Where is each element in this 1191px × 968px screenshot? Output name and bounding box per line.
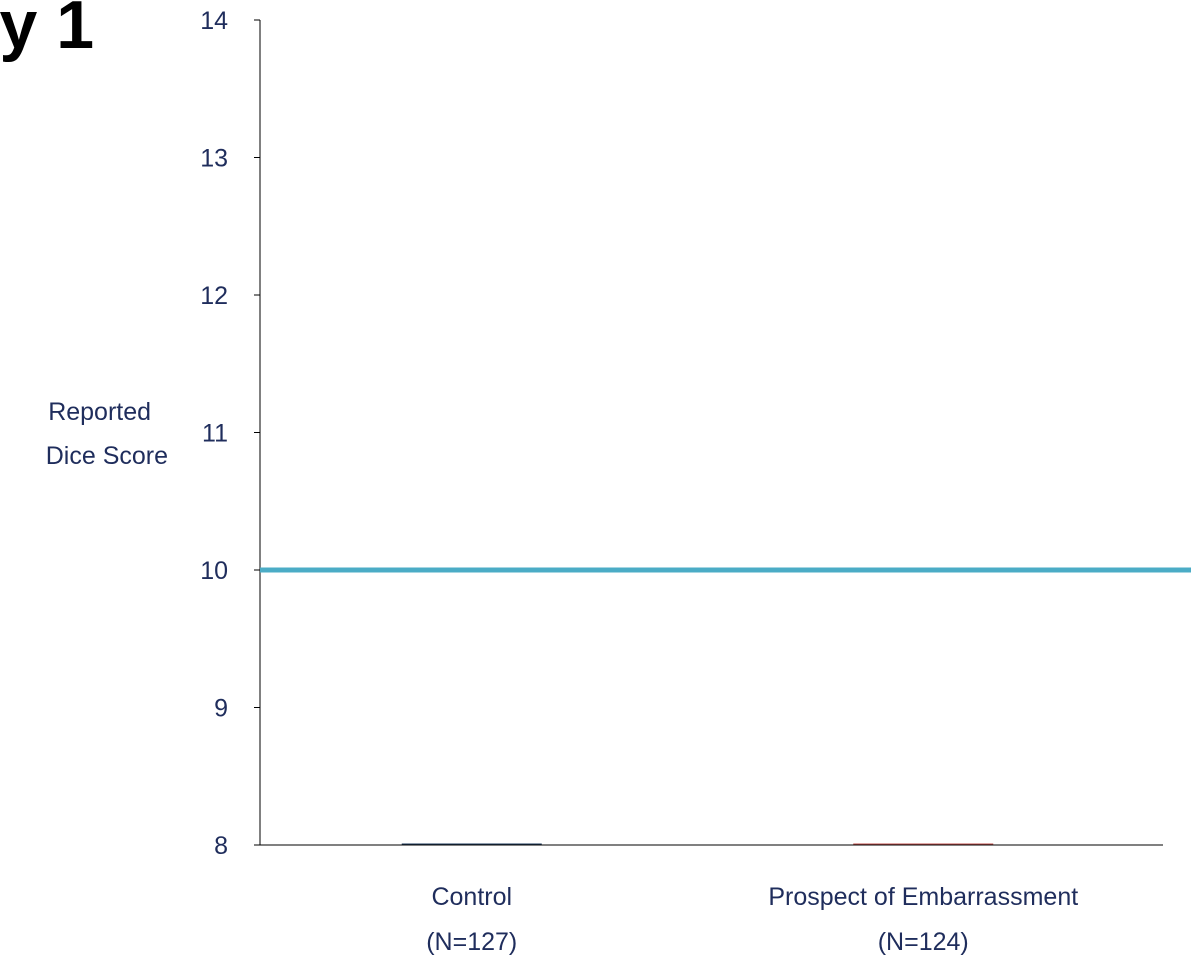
y-tick-label: 11 [202,420,228,448]
x-category-label: Control [431,883,512,911]
y-tick-label: 14 [200,7,228,35]
bars [401,843,994,845]
axes [259,20,1163,846]
x-category-n-label: (N=124) [878,928,969,956]
y-tick-label: 10 [200,557,228,585]
y-axis-ticks: 8 9 10 11 12 13 14 [200,7,260,860]
x-category-label: Prospect of Embarrassment [768,883,1078,911]
y-tick-label: 9 [214,695,228,723]
x-category-n-label: (N=127) [426,928,517,956]
bar [853,843,994,845]
y-axis-title-line-1: Reported [48,398,151,426]
y-axis-title: Reported Dice Score [46,398,168,470]
x-axis-labels: Control (N=127) Prospect of Embarrassment (… [426,883,1078,956]
bar [401,843,542,845]
y-tick-label: 13 [200,145,228,173]
y-tick-label: 12 [200,282,228,310]
y-tick-label: 8 [214,832,228,860]
partial-slide-title: dy 1 [0,0,94,63]
y-axis-title-line-2: Dice Score [46,442,168,470]
